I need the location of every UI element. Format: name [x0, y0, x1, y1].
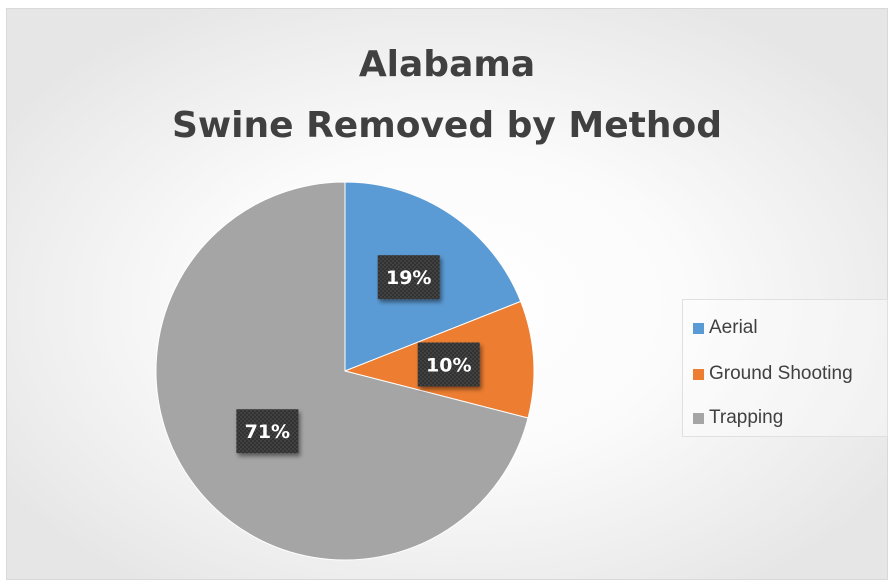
data-label-text-ground-shooting: 10% — [426, 354, 471, 376]
legend-label-ground-shooting: Ground Shooting — [709, 363, 853, 384]
pie-slice-trapping — [155, 181, 529, 561]
legend-item-trapping: Trapping — [693, 407, 783, 429]
data-label-box-ground-shooting — [417, 342, 480, 387]
data-label-trapping: 71% — [236, 409, 299, 454]
legend-swatch-trapping — [693, 412, 704, 424]
legend: Aerial Ground Shooting Trapping — [682, 299, 888, 437]
data-label-text-aerial: 19% — [386, 267, 431, 289]
data-label-box-trapping — [236, 409, 299, 454]
legend-label-trapping: Trapping — [709, 407, 784, 428]
data-label-text-trapping: 71% — [245, 421, 290, 443]
pie-data-labels: 19% 10% 71% — [236, 255, 480, 454]
legend-label-aerial: Aerial — [709, 317, 758, 338]
data-label-box-aerial — [377, 255, 440, 300]
legend-swatch-aerial — [693, 322, 704, 334]
chart-title-line-2: Swine Removed by Method — [171, 105, 723, 146]
data-label-aerial: 19% — [377, 255, 440, 300]
legend-swatch-ground-shooting — [693, 368, 704, 380]
legend-item-aerial: Aerial — [693, 317, 758, 339]
data-label-ground-shooting: 10% — [417, 342, 480, 387]
chart-title-line-1: Alabama — [358, 44, 536, 85]
legend-item-ground-shooting: Ground Shooting — [693, 363, 853, 385]
